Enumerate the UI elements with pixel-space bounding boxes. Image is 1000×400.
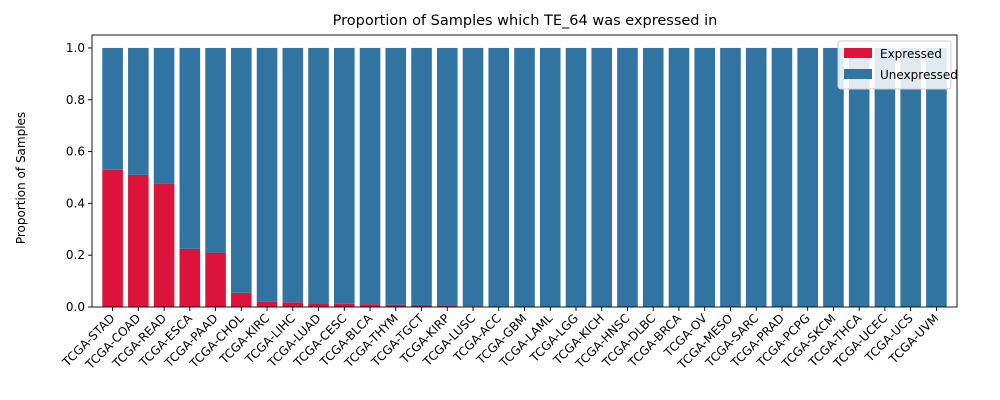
bar-expressed-tcga-esca — [179, 248, 201, 307]
bar-expressed-tcga-paad — [205, 252, 226, 307]
bar-unexpressed-tcga-lihc — [282, 47, 304, 303]
y-tick-label: 0.4 — [66, 196, 85, 210]
y-tick-label: 0.8 — [66, 93, 85, 107]
bar-unexpressed-tcga-laml — [539, 47, 561, 307]
bar-unexpressed-tcga-hnsc — [617, 47, 638, 307]
bar-unexpressed-tcga-ov — [694, 47, 716, 307]
legend-swatch-expressed — [844, 48, 872, 58]
bars-layer — [102, 47, 947, 307]
chart-title: Proportion of Samples which TE_64 was ex… — [333, 13, 718, 29]
bar-expressed-tcga-kirp — [436, 305, 458, 307]
bar-unexpressed-tcga-meso — [720, 47, 741, 307]
bar-expressed-tcga-thym — [385, 304, 407, 307]
bar-unexpressed-tcga-blca — [359, 47, 381, 305]
bar-unexpressed-tcga-chol — [231, 47, 252, 293]
bar-unexpressed-tcga-luad — [308, 47, 329, 304]
bar-unexpressed-tcga-lusc — [462, 47, 484, 307]
bar-unexpressed-tcga-uvm — [926, 47, 947, 307]
bar-expressed-tcga-chol — [231, 292, 252, 307]
bar-unexpressed-tcga-gbm — [514, 47, 535, 307]
bar-expressed-tcga-lihc — [282, 302, 304, 307]
legend-label-unexpressed: Unexpressed — [880, 68, 958, 82]
bar-unexpressed-tcga-acc — [488, 47, 510, 307]
bar-unexpressed-tcga-thym — [385, 47, 407, 305]
y-tick-label: 0.0 — [66, 300, 85, 314]
legend: Expressed Unexpressed — [837, 40, 958, 90]
bar-unexpressed-tcga-thca — [848, 47, 870, 307]
bar-unexpressed-tcga-coad — [128, 47, 149, 175]
bar-unexpressed-tcga-skcm — [823, 47, 844, 307]
bar-unexpressed-tcga-kirc — [256, 47, 278, 302]
bar-unexpressed-tcga-brca — [668, 47, 690, 307]
bar-expressed-tcga-coad — [128, 174, 149, 307]
bar-unexpressed-tcga-lgg — [565, 47, 587, 307]
y-tick-label: 0.6 — [66, 145, 85, 159]
bar-expressed-tcga-stad — [102, 169, 123, 307]
legend-swatch-unexpressed — [844, 69, 872, 79]
bar-expressed-tcga-kirc — [256, 301, 278, 307]
bar-unexpressed-tcga-kirp — [436, 47, 458, 306]
bar-expressed-tcga-cesc — [333, 303, 355, 307]
bar-unexpressed-tcga-pcpg — [797, 47, 818, 307]
bar-unexpressed-tcga-dlbc — [642, 47, 664, 307]
bar-unexpressed-tcga-read — [153, 47, 175, 184]
bar-expressed-tcga-blca — [359, 304, 381, 307]
y-tick-label: 1.0 — [66, 41, 85, 55]
bar-unexpressed-tcga-prad — [771, 47, 793, 307]
bar-expressed-tcga-tgct — [411, 304, 432, 307]
bar-unexpressed-tcga-cesc — [333, 47, 355, 304]
y-axis-label: Proportion of Samples — [14, 112, 28, 244]
bar-expressed-tcga-luad — [308, 303, 329, 307]
bar-unexpressed-tcga-ucs — [900, 47, 921, 307]
bar-unexpressed-tcga-tgct — [411, 47, 432, 305]
bar-expressed-tcga-read — [153, 183, 175, 307]
bar-unexpressed-tcga-paad — [205, 47, 226, 253]
bar-unexpressed-tcga-sarc — [745, 47, 767, 307]
y-tick-label: 0.2 — [66, 248, 85, 262]
bar-unexpressed-tcga-ucec — [874, 47, 896, 307]
legend-label-expressed: Expressed — [880, 47, 942, 61]
bar-unexpressed-tcga-kich — [591, 47, 613, 307]
bar-unexpressed-tcga-stad — [102, 47, 123, 170]
bar-unexpressed-tcga-esca — [179, 47, 201, 249]
